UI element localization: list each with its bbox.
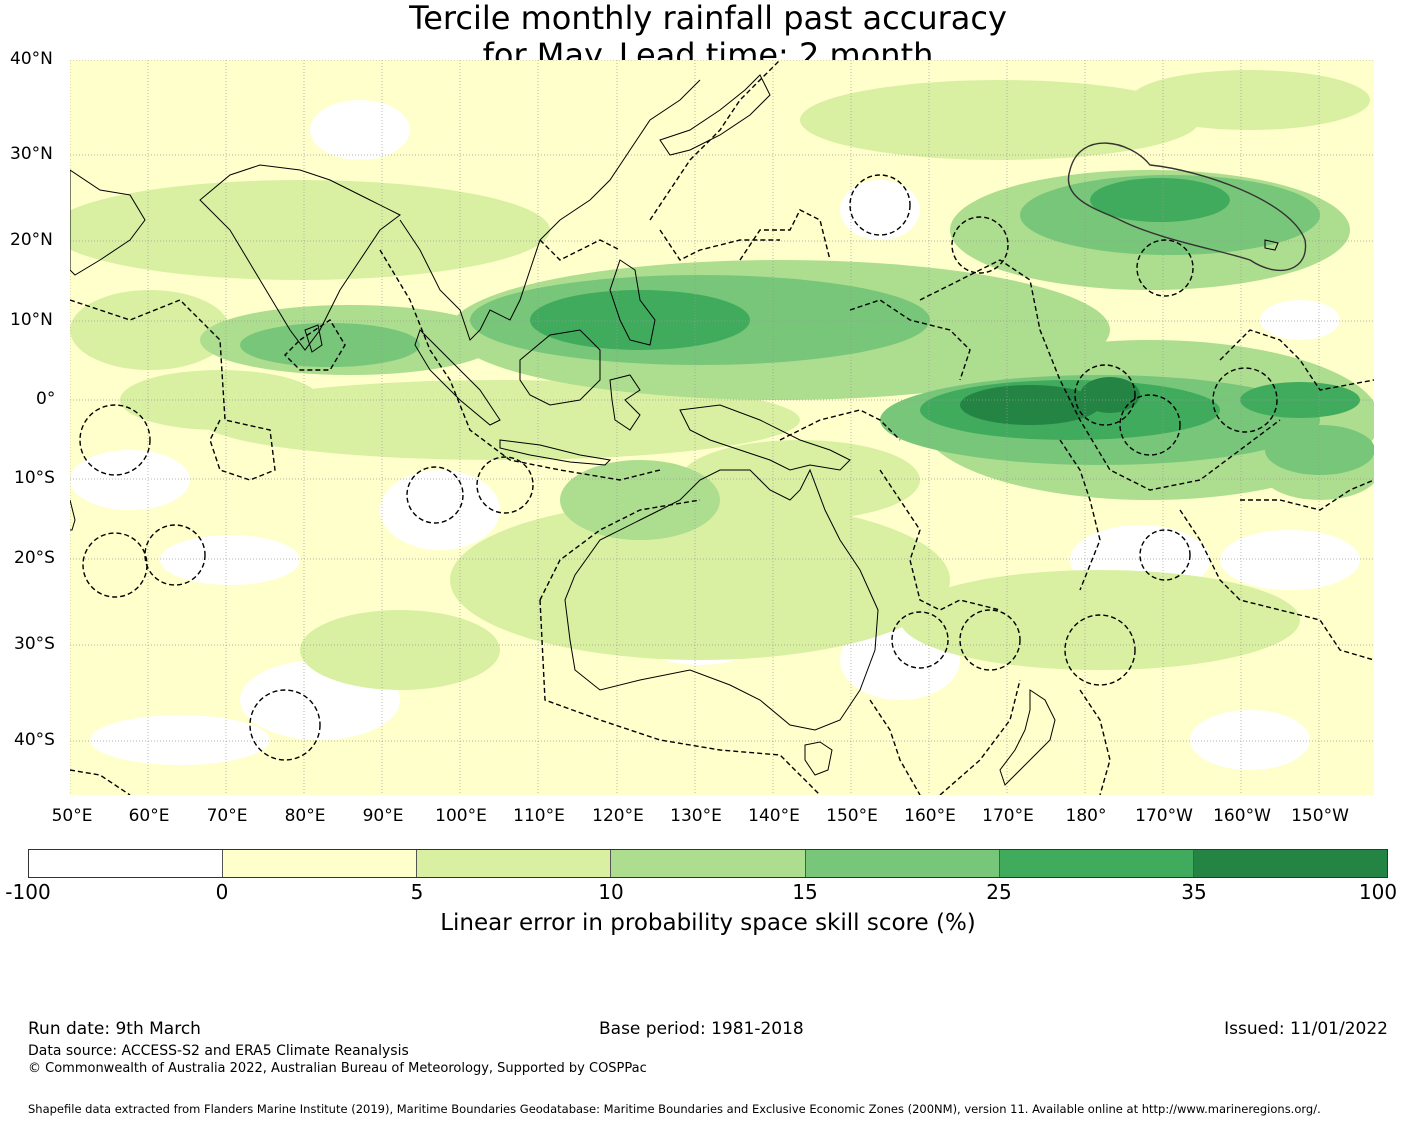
sulawesi-outline [609, 374, 641, 431]
africa-outline [70, 499, 76, 531]
lat-label-40n: 40°N [10, 49, 53, 69]
shapefile-credit: Shapefile data extracted from Flanders M… [28, 1102, 1321, 1116]
colorbar-tick: 25 [986, 880, 1012, 904]
colorbar-segment [611, 850, 806, 877]
lat-label-20s: 20°S [14, 548, 55, 568]
copyright-notice: © Commonwealth of Australia 2022, Austra… [28, 1061, 647, 1076]
lat-label-30n: 30°N [10, 144, 53, 164]
lon-label-150w: 150°W [1291, 806, 1349, 826]
lon-label-170w: 170°W [1135, 806, 1193, 826]
borneo-outline [519, 329, 601, 406]
lon-label-110e: 110°E [513, 806, 565, 826]
lon-label-50e: 50°E [51, 806, 93, 826]
colorbar-segment [223, 850, 418, 877]
graticule [70, 60, 1374, 795]
colorbar-tick: 10 [598, 880, 624, 904]
map-title-line1: Tercile monthly rainfall past accuracy [409, 0, 1007, 37]
lat-label-20n: 20°N [10, 230, 53, 250]
lat-label-10s: 10°S [14, 468, 55, 488]
colorbar-tick: 100 [1358, 880, 1398, 904]
colorbar-segment [417, 850, 612, 877]
colorbar-tick: 35 [1181, 880, 1207, 904]
colorbar-tick: 0 [215, 880, 229, 904]
colorbar [28, 849, 1388, 878]
lon-label-120e: 120°E [592, 806, 644, 826]
lon-label-170e: 170°E [982, 806, 1034, 826]
coastlines [70, 74, 1279, 786]
skill-5-10-patches [70, 70, 1370, 690]
australia-outline [564, 468, 879, 731]
india-outline [199, 164, 401, 351]
lat-label-30s: 30°S [14, 634, 55, 654]
issued-date: Issued: 11/01/2022 [1224, 1019, 1388, 1039]
lon-label-70e: 70°E [206, 806, 248, 826]
arabia-outline [70, 169, 146, 276]
lon-label-80e: 80°E [284, 806, 326, 826]
base-period: Base period: 1981-2018 [599, 1019, 804, 1039]
skill-35-100-core [960, 377, 1140, 425]
lat-label-0: 0° [36, 389, 56, 409]
southeast-asia-outline [399, 79, 701, 341]
sri-lanka-outline [304, 324, 323, 353]
lon-label-100e: 100°E [435, 806, 487, 826]
lon-label-160w: 160°W [1213, 806, 1271, 826]
tasmania-outline [804, 741, 833, 776]
sumatra-outline [414, 329, 501, 426]
colorbar-tick: 5 [410, 880, 424, 904]
new-guinea-outline [679, 404, 851, 471]
lat-label-40s: 40°S [14, 730, 55, 750]
lon-label-90e: 90°E [362, 806, 404, 826]
lon-label-60e: 60°E [128, 806, 170, 826]
new-zealand-outline [999, 689, 1056, 786]
java-outline [499, 439, 612, 466]
lat-label-10n: 10°N [10, 310, 53, 330]
colorbar-segment [1193, 850, 1387, 877]
colorbar-tick: 15 [792, 880, 818, 904]
run-date: Run date: 9th March [28, 1019, 201, 1039]
hawaii-outline [1264, 239, 1279, 251]
lon-label-150e: 150°E [826, 806, 878, 826]
colorbar-segment [29, 850, 224, 877]
philippines-outline [609, 259, 656, 346]
colorbar-segment [999, 850, 1194, 877]
lon-label-130e: 130°E [670, 806, 722, 826]
colorbar-segment [805, 850, 1000, 877]
japan-outline [659, 74, 771, 156]
skill-score-map [70, 60, 1374, 795]
lon-label-140e: 140°E [748, 806, 800, 826]
colorbar-tick: -100 [5, 880, 51, 904]
colorbar-label: Linear error in probability space skill … [440, 910, 976, 936]
lon-label-180: 180° [1065, 806, 1107, 826]
hawaii-eez-boundary [1067, 142, 1307, 271]
data-source: Data source: ACCESS-S2 and ERA5 Climate … [28, 1043, 409, 1059]
lon-label-160e: 160°E [904, 806, 956, 826]
eez-boundaries [70, 60, 1374, 795]
